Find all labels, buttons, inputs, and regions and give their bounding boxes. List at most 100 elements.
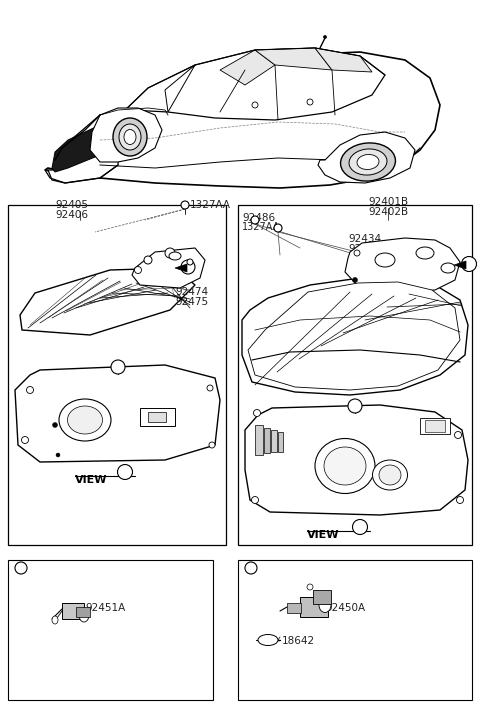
Polygon shape	[20, 268, 195, 335]
Polygon shape	[175, 264, 187, 272]
Bar	[425, 420, 445, 432]
Circle shape	[354, 250, 360, 256]
Text: 92401B: 92401B	[368, 197, 408, 207]
Circle shape	[352, 277, 358, 282]
Ellipse shape	[258, 635, 278, 645]
Ellipse shape	[319, 597, 331, 613]
Circle shape	[15, 562, 27, 574]
Circle shape	[144, 256, 152, 264]
Circle shape	[348, 399, 362, 413]
Circle shape	[253, 409, 261, 417]
Circle shape	[22, 436, 28, 443]
Circle shape	[251, 216, 259, 224]
Bar	[238, 560, 472, 700]
Circle shape	[26, 386, 34, 393]
Circle shape	[56, 453, 60, 457]
Ellipse shape	[340, 143, 396, 181]
Text: 92406: 92406	[55, 210, 88, 220]
Ellipse shape	[169, 252, 181, 260]
Bar	[62, 603, 84, 619]
Polygon shape	[220, 50, 275, 85]
Text: B: B	[465, 258, 473, 268]
Ellipse shape	[379, 465, 401, 485]
Polygon shape	[52, 125, 100, 172]
Polygon shape	[48, 115, 120, 183]
Circle shape	[252, 496, 259, 503]
Bar	[255, 425, 263, 455]
Text: 92451A: 92451A	[85, 603, 125, 613]
Text: 1327AA: 1327AA	[242, 222, 280, 232]
Text: b: b	[248, 561, 254, 571]
Bar	[313, 590, 331, 604]
Bar	[420, 418, 450, 434]
Circle shape	[207, 385, 213, 391]
Bar	[148, 412, 166, 422]
Text: 92405: 92405	[55, 200, 88, 210]
Text: 92486: 92486	[242, 213, 275, 223]
Polygon shape	[248, 282, 460, 390]
Text: A: A	[121, 465, 129, 476]
Text: 92434: 92434	[348, 234, 381, 244]
Polygon shape	[315, 48, 372, 72]
Polygon shape	[242, 278, 468, 395]
Polygon shape	[118, 48, 385, 120]
Text: 92475: 92475	[175, 297, 208, 307]
Text: a: a	[115, 361, 121, 371]
Circle shape	[461, 256, 477, 272]
Polygon shape	[15, 365, 220, 462]
Text: a: a	[18, 561, 24, 571]
Ellipse shape	[441, 263, 455, 273]
Ellipse shape	[113, 118, 147, 156]
Circle shape	[181, 201, 189, 209]
Circle shape	[455, 431, 461, 438]
Ellipse shape	[375, 253, 395, 267]
Text: A: A	[185, 261, 192, 270]
Polygon shape	[132, 248, 205, 288]
Circle shape	[245, 562, 257, 574]
Polygon shape	[245, 405, 468, 515]
Bar	[8, 205, 226, 545]
Circle shape	[111, 360, 125, 374]
Polygon shape	[45, 52, 440, 188]
Circle shape	[209, 442, 215, 448]
Text: 18642: 18642	[282, 636, 315, 646]
Ellipse shape	[349, 149, 387, 175]
Bar	[264, 428, 270, 453]
Text: 92474: 92474	[175, 287, 208, 297]
Ellipse shape	[52, 616, 58, 624]
Bar	[76, 607, 90, 617]
Text: 92402B: 92402B	[368, 207, 408, 217]
Polygon shape	[454, 261, 466, 269]
Circle shape	[274, 224, 282, 232]
Bar	[278, 432, 283, 452]
Polygon shape	[318, 132, 415, 183]
Circle shape	[118, 465, 132, 479]
Ellipse shape	[324, 447, 366, 485]
Ellipse shape	[372, 460, 408, 490]
Ellipse shape	[79, 608, 89, 622]
Ellipse shape	[68, 406, 103, 434]
Bar	[140, 408, 175, 426]
Circle shape	[165, 248, 175, 258]
Ellipse shape	[119, 124, 141, 150]
Bar	[271, 430, 277, 452]
Circle shape	[307, 584, 313, 590]
Polygon shape	[345, 238, 460, 293]
Text: 92450A: 92450A	[325, 603, 365, 613]
Text: B: B	[356, 520, 364, 530]
Circle shape	[307, 99, 313, 105]
Polygon shape	[255, 48, 332, 70]
Bar	[300, 597, 328, 617]
Ellipse shape	[357, 155, 379, 169]
Polygon shape	[90, 108, 162, 162]
Bar	[238, 205, 472, 545]
Circle shape	[187, 259, 193, 265]
Circle shape	[134, 266, 142, 273]
Ellipse shape	[124, 129, 136, 145]
Text: 1327AA: 1327AA	[190, 200, 231, 210]
Circle shape	[456, 496, 464, 503]
Circle shape	[252, 102, 258, 108]
Ellipse shape	[59, 399, 111, 441]
Ellipse shape	[315, 438, 375, 493]
Circle shape	[324, 35, 326, 39]
